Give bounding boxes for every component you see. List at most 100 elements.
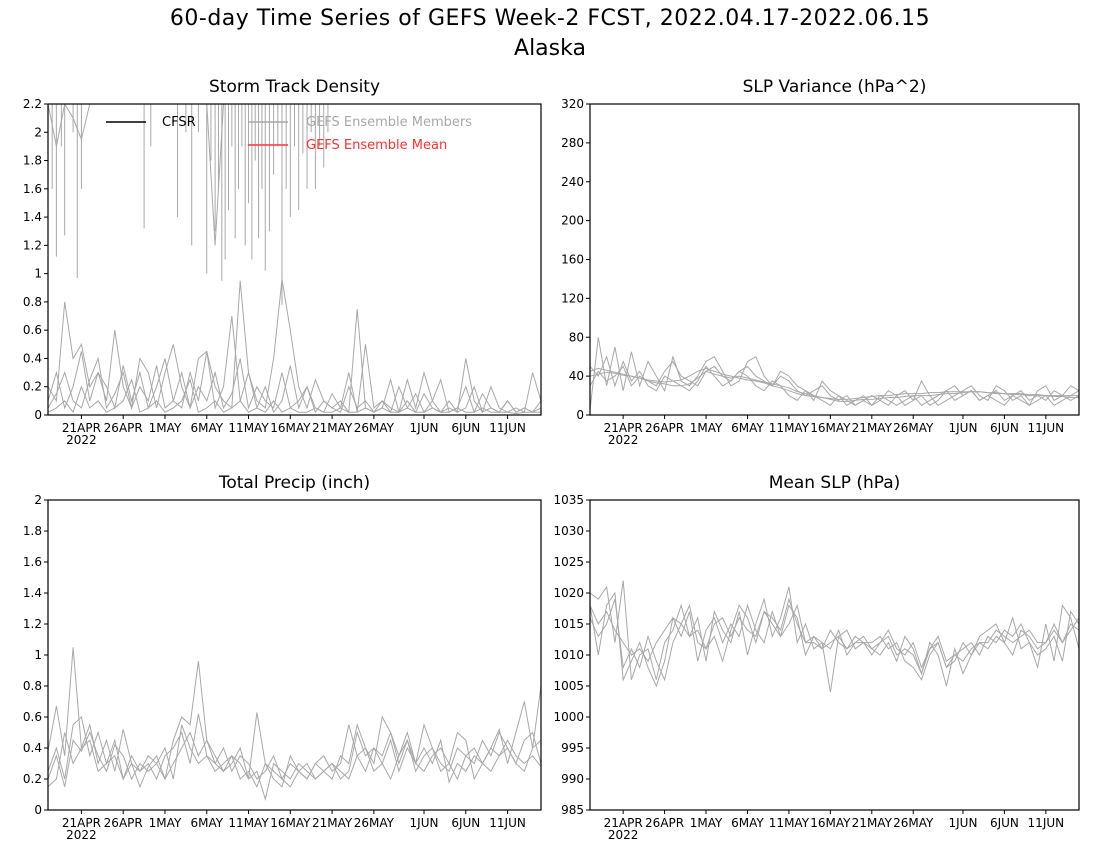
- y-tick-label: 0.8: [23, 679, 42, 693]
- panel-title: SLP Variance (hPa^2): [743, 77, 927, 97]
- y-tick-label: 2: [34, 493, 42, 507]
- y-tick-label: 1015: [553, 617, 584, 631]
- ensemble-member-line: [590, 367, 1079, 402]
- y-tick-label: 0.2: [23, 380, 42, 394]
- x-tick-label: 1MAY: [690, 816, 723, 830]
- y-tick-label: 120: [561, 291, 584, 305]
- y-tick-label: 1005: [553, 679, 584, 693]
- y-tick-label: 0.4: [23, 741, 42, 755]
- y-tick-label: 0: [34, 408, 42, 422]
- x-tick-label: 21APR: [62, 421, 101, 435]
- plot-frame: [589, 499, 1080, 811]
- x-tick-label: 6MAY: [731, 421, 764, 435]
- ensemble-member-line: [48, 315, 541, 414]
- y-tick-label: 160: [561, 253, 584, 267]
- x-tick-label: 16MAY: [270, 421, 311, 435]
- x-tick-label: 11JUN: [1028, 816, 1065, 830]
- x-tick-label: 16MAY: [810, 421, 851, 435]
- y-tick-label: 1030: [553, 524, 584, 538]
- ensemble-member-line: [590, 599, 1079, 687]
- ensemble-member-line: [48, 647, 541, 789]
- legend-label: CFSR: [162, 115, 196, 130]
- y-tick-label: 0.8: [23, 295, 42, 309]
- x-tick-label: 6JUN: [990, 816, 1019, 830]
- x-year-label: 2022: [608, 433, 639, 447]
- y-tick-label: 1.4: [23, 586, 42, 600]
- x-tick-label: 26MAY: [354, 816, 395, 830]
- series-group: [590, 580, 1079, 693]
- series-group: [48, 104, 541, 415]
- x-tick-label: 11JUN: [489, 421, 526, 435]
- x-tick-label: 1JUN: [410, 421, 439, 435]
- x-tick-label: 11MAY: [769, 421, 810, 435]
- y-tick-label: 240: [561, 175, 584, 189]
- total-precip-chart: Total Precip (inch) 0 0.2 0.4 0.6 0.8 1 1.2 1.4 1…: [23, 473, 542, 842]
- y-tick-label: 0: [576, 408, 584, 422]
- panel-title: Mean SLP (hPa): [769, 473, 901, 493]
- ensemble-member-line: [590, 597, 1079, 675]
- mean-slp-chart: Mean SLP (hPa) 985 990 995 1000 1005 1010 1015 1…: [553, 473, 1080, 842]
- plot-frame: [589, 103, 1080, 416]
- x-tick-label: 26APR: [645, 421, 684, 435]
- y-tick-label: 320: [561, 97, 584, 111]
- series-group: [590, 337, 1079, 411]
- x-tick-label: 1MAY: [149, 816, 182, 830]
- x-tick-label: 26MAY: [354, 421, 395, 435]
- x-tick-label: 6MAY: [731, 816, 764, 830]
- x-tick-label: 21MAY: [852, 421, 893, 435]
- x-tick-label: 21APR: [604, 421, 643, 435]
- x-tick-label: 21APR: [62, 816, 101, 830]
- figure-subtitle: Alaska: [514, 36, 586, 61]
- x-tick-label: 26APR: [645, 816, 684, 830]
- x-tick-label: 26APR: [104, 421, 143, 435]
- y-tick-label: 2.2: [23, 97, 42, 111]
- legend-label: GEFS Ensemble Mean: [306, 138, 447, 153]
- ensemble-member-line: [48, 713, 541, 781]
- ensemble-member-line: [590, 367, 1079, 400]
- y-tick-label: 1.8: [23, 154, 42, 168]
- y-tick-label: 1.8: [23, 524, 42, 538]
- y-tick-label: 990: [561, 772, 584, 786]
- ensemble-member-line: [48, 279, 541, 415]
- x-tick-label: 21MAY: [852, 816, 893, 830]
- panel-title: Total Precip (inch): [218, 473, 370, 493]
- y-tick-label: 1.2: [23, 617, 42, 631]
- y-tick-label: 1.6: [23, 555, 42, 569]
- x-tick-label: 11MAY: [769, 816, 810, 830]
- plot-frame: [47, 103, 542, 416]
- x-tick-label: 16MAY: [810, 816, 851, 830]
- y-tick-label: 1010: [553, 648, 584, 662]
- ensemble-member-line: [48, 730, 541, 802]
- y-tick-label: 1025: [553, 555, 584, 569]
- figure-title: 60-day Time Series of GEFS Week-2 FCST, …: [169, 6, 931, 31]
- y-tick-label: 2: [34, 125, 42, 139]
- x-tick-label: 11MAY: [228, 816, 269, 830]
- x-tick-label: 11JUN: [1028, 421, 1065, 435]
- y-tick-label: 1035: [553, 493, 584, 507]
- x-tick-label: 6JUN: [451, 816, 480, 830]
- x-tick-label: 26MAY: [893, 816, 934, 830]
- y-tick-label: 1.6: [23, 182, 42, 196]
- y-tick-label: 0.4: [23, 351, 42, 365]
- y-tick-label: 1000: [553, 710, 584, 724]
- x-tick-label: 1JUN: [948, 816, 977, 830]
- x-tick-label: 26APR: [104, 816, 143, 830]
- slp-variance-chart: SLP Variance (hPa^2) 0 40 80 120 160 200 240 280…: [561, 77, 1080, 447]
- x-year-label: 2022: [608, 828, 639, 842]
- x-tick-label: 6JUN: [451, 421, 480, 435]
- ensemble-member-line: [590, 580, 1079, 693]
- legend-label: GEFS Ensemble Members: [306, 115, 472, 130]
- panel-title: Storm Track Density: [209, 77, 380, 97]
- y-tick-label: 0: [34, 803, 42, 817]
- x-tick-label: 1JUN: [410, 816, 439, 830]
- x-tick-label: 11JUN: [489, 816, 526, 830]
- x-tick-label: 11MAY: [228, 421, 269, 435]
- series-group: [48, 647, 541, 802]
- ensemble-member-line: [48, 356, 541, 414]
- x-tick-label: 21APR: [604, 816, 643, 830]
- x-tick-label: 16MAY: [270, 816, 311, 830]
- y-tick-label: 1020: [553, 586, 584, 600]
- y-tick-label: 80: [569, 330, 584, 344]
- y-tick-label: 0.6: [23, 323, 42, 337]
